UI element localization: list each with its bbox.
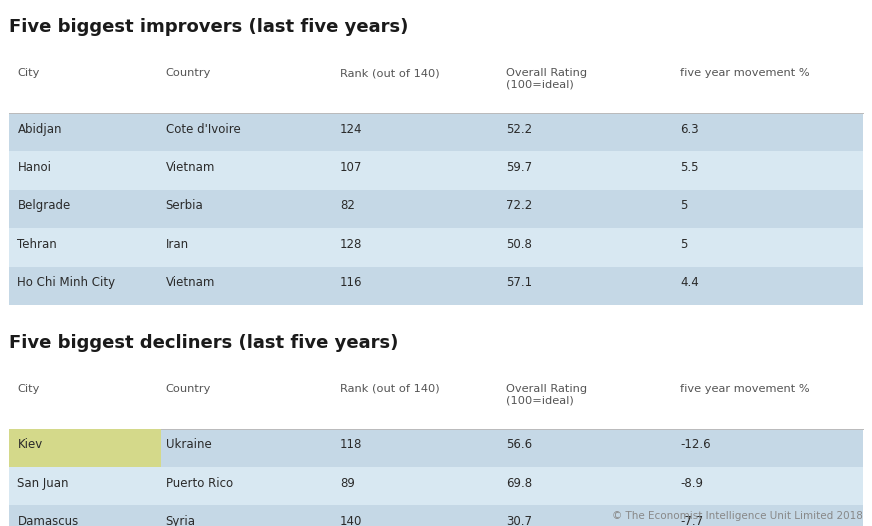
Text: 82: 82	[340, 199, 355, 213]
Text: -12.6: -12.6	[680, 438, 711, 451]
Text: Damascus: Damascus	[17, 515, 78, 526]
Text: City: City	[17, 384, 40, 394]
Text: 59.7: 59.7	[506, 161, 532, 174]
Text: 89: 89	[340, 477, 355, 490]
Text: Rank (out of 140): Rank (out of 140)	[340, 384, 439, 394]
Bar	[9, 467, 863, 505]
Text: 72.2: 72.2	[506, 199, 532, 213]
Text: San Juan: San Juan	[17, 477, 69, 490]
Text: Abidjan: Abidjan	[17, 123, 62, 136]
Bar	[9, 190, 863, 228]
Text: 107: 107	[340, 161, 363, 174]
Text: five year movement %: five year movement %	[680, 68, 810, 78]
Text: 5.5: 5.5	[680, 161, 698, 174]
Text: 128: 128	[340, 238, 363, 251]
Text: Puerto Rico: Puerto Rico	[166, 477, 233, 490]
Text: 5: 5	[680, 199, 687, 213]
Text: Iran: Iran	[166, 238, 189, 251]
Text: 52.2: 52.2	[506, 123, 532, 136]
Text: City: City	[17, 68, 40, 78]
Text: 5: 5	[680, 238, 687, 251]
Text: Five biggest improvers (last five years): Five biggest improvers (last five years)	[9, 18, 408, 36]
Text: 4.4: 4.4	[680, 276, 699, 289]
Text: Belgrade: Belgrade	[17, 199, 71, 213]
Text: -7.7: -7.7	[680, 515, 704, 526]
Text: five year movement %: five year movement %	[680, 384, 810, 394]
Text: Vietnam: Vietnam	[166, 161, 215, 174]
Text: 118: 118	[340, 438, 363, 451]
Text: Hanoi: Hanoi	[17, 161, 51, 174]
Text: 140: 140	[340, 515, 363, 526]
Text: Overall Rating
(100=ideal): Overall Rating (100=ideal)	[506, 384, 587, 406]
Text: Five biggest decliners (last five years): Five biggest decliners (last five years)	[9, 334, 399, 352]
Text: Ho Chi Minh City: Ho Chi Minh City	[17, 276, 116, 289]
Text: 50.8: 50.8	[506, 238, 532, 251]
Text: -8.9: -8.9	[680, 477, 703, 490]
Text: Serbia: Serbia	[166, 199, 203, 213]
Bar	[9, 228, 863, 267]
Text: 69.8: 69.8	[506, 477, 532, 490]
Text: Ukraine: Ukraine	[166, 438, 211, 451]
Text: Kiev: Kiev	[17, 438, 43, 451]
Text: Country: Country	[166, 384, 211, 394]
Text: 30.7: 30.7	[506, 515, 532, 526]
Bar	[9, 113, 863, 151]
Text: Country: Country	[166, 68, 211, 78]
Text: 124: 124	[340, 123, 363, 136]
Bar	[9, 505, 863, 526]
Text: Syria: Syria	[166, 515, 195, 526]
Text: Tehran: Tehran	[17, 238, 58, 251]
Bar	[9, 429, 863, 467]
Text: Vietnam: Vietnam	[166, 276, 215, 289]
Bar	[9, 429, 161, 467]
Text: 56.6: 56.6	[506, 438, 532, 451]
Text: Rank (out of 140): Rank (out of 140)	[340, 68, 439, 78]
Text: © The Economist Intelligence Unit Limited 2018: © The Economist Intelligence Unit Limite…	[612, 511, 863, 521]
Bar	[9, 151, 863, 190]
Text: 57.1: 57.1	[506, 276, 532, 289]
Bar	[9, 267, 863, 305]
Text: 116: 116	[340, 276, 363, 289]
Text: Overall Rating
(100=ideal): Overall Rating (100=ideal)	[506, 68, 587, 90]
Text: Cote d'Ivoire: Cote d'Ivoire	[166, 123, 241, 136]
Text: 6.3: 6.3	[680, 123, 698, 136]
